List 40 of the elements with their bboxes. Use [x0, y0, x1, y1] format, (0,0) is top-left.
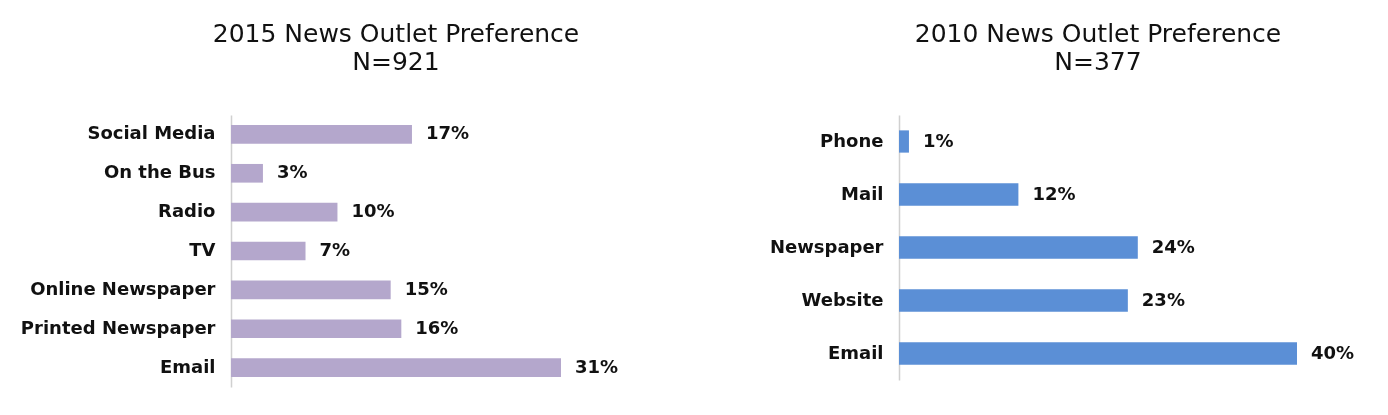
bar: [231, 319, 402, 339]
y-tick-label: Social Media: [87, 122, 216, 144]
bar: [231, 358, 561, 377]
data-label: 10%: [351, 200, 395, 222]
chart-subtitle: N=921: [352, 47, 440, 76]
chart-title: 2015 News Outlet Preference: [212, 19, 580, 48]
bar: [231, 125, 412, 144]
chart-title: 2010 News Outlet Preference: [914, 19, 1282, 48]
bar: [899, 342, 1297, 365]
y-tick-label: Printed Newspaper: [20, 316, 216, 338]
y-tick-label: Newspaper: [769, 235, 884, 257]
bar: [231, 163, 263, 183]
y-tick-label: Mail: [841, 182, 884, 204]
y-tick-label: Website: [801, 288, 884, 310]
data-label: 15%: [404, 277, 448, 299]
data-label: 1%: [922, 129, 954, 151]
data-label: 12%: [1032, 182, 1076, 204]
data-label: 23%: [1141, 288, 1185, 310]
bar: [899, 183, 1019, 206]
data-label: 31%: [575, 355, 619, 377]
y-tick-label: Radio: [158, 200, 216, 222]
y-tick-label: TV: [189, 239, 216, 260]
bar: [231, 241, 306, 261]
y-tick-label: Email: [159, 355, 216, 377]
bar: [899, 130, 909, 153]
bar: [899, 289, 1128, 312]
data-label: 17%: [425, 122, 470, 144]
chart-subtitle: N=377: [1054, 47, 1142, 76]
data-label: 24%: [1151, 235, 1195, 257]
y-tick-label: Phone: [820, 129, 884, 151]
data-label: 3%: [276, 161, 308, 183]
bar: [231, 202, 338, 222]
data-label: 16%: [415, 316, 459, 338]
y-tick-label: On the Bus: [103, 161, 216, 183]
data-label: 40%: [1311, 341, 1355, 363]
y-tick-label: Online Newspaper: [30, 277, 216, 299]
bar: [899, 236, 1138, 259]
bar: [231, 280, 391, 300]
y-tick-label: Email: [827, 341, 884, 363]
data-label: 7%: [319, 239, 351, 260]
